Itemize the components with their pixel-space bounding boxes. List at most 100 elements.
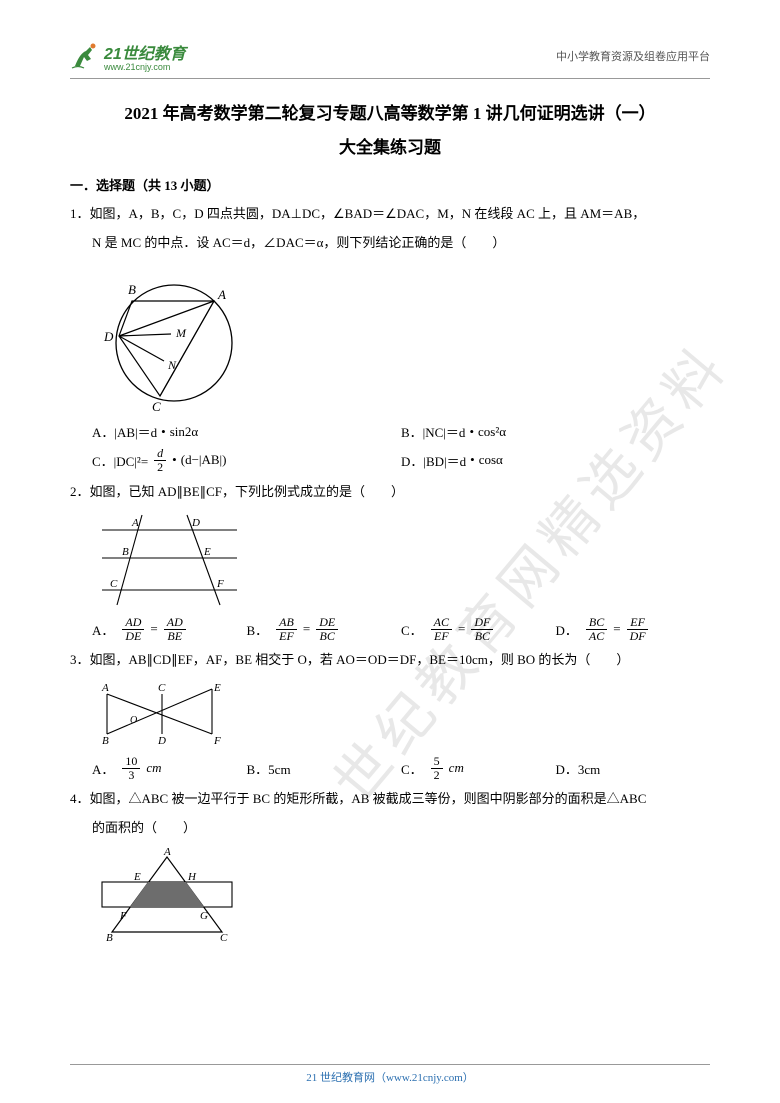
q3-a-suf: cm <box>146 760 161 776</box>
q2-d-n2: EF <box>627 616 648 630</box>
q1-stem-line2: N 是 MC 的中点．设 AC＝d，∠DAC＝α，则下列结论正确的是（ ） <box>70 231 710 256</box>
q3-opt-d[interactable]: D．3cm <box>556 759 711 778</box>
q2-opt-a[interactable]: A． ADDE= ADBE <box>92 616 247 642</box>
q4-figure: A E H F G B C <box>92 847 710 942</box>
svg-text:H: H <box>187 871 197 883</box>
svg-text:M: M <box>175 326 187 340</box>
q2-b-d2: BC <box>317 630 338 643</box>
q2-stem: 2．如图，已知 AD∥BE∥CF，下列比例式成立的是（ ） <box>70 480 710 505</box>
svg-text:C: C <box>110 578 118 590</box>
q3-opt-b[interactable]: B．5cm <box>247 759 402 778</box>
title-line-2: 大全集练习题 <box>70 131 710 165</box>
svg-text:A: A <box>217 287 226 302</box>
q3-c-num: 5 <box>431 755 443 769</box>
q2-opt-d[interactable]: D． BCAC= EFDF <box>556 616 711 642</box>
q1-figure: B A D M N C <box>92 261 710 416</box>
page-footer: 21 世纪教育网（www.21cnjy.com） <box>0 1064 780 1085</box>
q2-a-n2: AD <box>164 616 186 630</box>
svg-text:O: O <box>130 715 137 726</box>
q1-b-suf: cos²α <box>478 424 506 440</box>
q1-d-suf: cosα <box>479 452 503 468</box>
svg-text:A: A <box>131 517 139 529</box>
q1-opt-a[interactable]: A．|AB|＝d•sin2α <box>92 422 401 441</box>
q1-opt-d[interactable]: D．|BD|＝d•cosα <box>401 451 710 470</box>
svg-text:D: D <box>157 735 166 747</box>
q2-a-d2: BE <box>164 630 185 643</box>
runner-icon <box>70 41 100 71</box>
svg-text:B: B <box>122 546 129 558</box>
svg-text:B: B <box>128 282 136 297</box>
q2-c-n1: AC <box>431 616 452 630</box>
q3-c-den: 2 <box>431 769 443 782</box>
q3-opts: A． 103 cm B．5cm C． 52 cm D．3cm <box>92 755 710 781</box>
q4-stem-line1: 4．如图，△ABC 被一边平行于 BC 的矩形所截，AB 被截成三等份，则图中阴… <box>70 787 710 812</box>
q1-c-mid: (d−|AB|) <box>181 452 227 468</box>
svg-text:C: C <box>220 932 228 942</box>
q2-opts: A． ADDE= ADBE B． ABEF= DEBC C． ACEF= DFB… <box>92 616 710 642</box>
q1-opt-c[interactable]: C．|DC|²= d2 •(d−|AB|) <box>92 447 401 473</box>
q2-a-n1: AD <box>122 616 144 630</box>
header-subtitle: 中小学教育资源及组卷应用平台 <box>556 48 710 64</box>
q1-d-pre: D．|BD|＝d <box>401 451 466 470</box>
svg-text:B: B <box>106 932 113 942</box>
q2-c-n2: DF <box>471 616 493 630</box>
q2-b-n1: AB <box>276 616 297 630</box>
svg-text:B: B <box>102 735 109 747</box>
q3-stem: 3．如图，AB∥CD∥EF，AF，BE 相交于 O，若 AO＝OD＝DF，BE＝… <box>70 648 710 673</box>
q1-c-num: d <box>154 447 166 461</box>
title-line-1: 2021 年高考数学第二轮复习专题八高等数学第 1 讲几何证明选讲（一） <box>70 97 710 131</box>
q2-d-d1: AC <box>586 630 607 643</box>
svg-text:A: A <box>101 682 109 694</box>
svg-text:G: G <box>200 910 208 922</box>
q1-opt-b[interactable]: B．|NC|＝d•cos²α <box>401 422 710 441</box>
q3-a-den: 3 <box>125 769 137 782</box>
q2-d-d2: DF <box>627 630 649 643</box>
q3-c-suf: cm <box>449 760 464 776</box>
page-header: 21世纪教育 www.21cnjy.com 中小学教育资源及组卷应用平台 <box>70 40 710 79</box>
q2-b-n2: DE <box>316 616 338 630</box>
q3-a-num: 10 <box>122 755 140 769</box>
q3-c-lbl: C． <box>401 759 423 778</box>
page: 21世纪教育 www.21cnjy.com 中小学教育资源及组卷应用平台 202… <box>0 0 780 942</box>
svg-text:D: D <box>191 517 200 529</box>
footer-rule <box>70 1064 710 1065</box>
svg-text:E: E <box>213 682 221 694</box>
svg-text:E: E <box>133 871 141 883</box>
svg-text:A: A <box>163 847 171 858</box>
q2-opt-c[interactable]: C． ACEF= DFBC <box>401 616 556 642</box>
q2-a-lbl: A． <box>92 620 114 639</box>
svg-text:F: F <box>213 735 221 747</box>
svg-text:N: N <box>167 358 177 372</box>
q2-c-lbl: C． <box>401 620 423 639</box>
svg-text:C: C <box>152 399 161 414</box>
svg-text:F: F <box>216 578 224 590</box>
q1-opts-row2: C．|DC|²= d2 •(d−|AB|) D．|BD|＝d•cosα <box>92 447 710 473</box>
q1-b-pre: B．|NC|＝d <box>401 422 465 441</box>
q2-opt-b[interactable]: B． ABEF= DEBC <box>247 616 402 642</box>
q2-figure: A D B E C F <box>92 510 710 610</box>
q1-stem-line1: 1．如图，A，B，C，D 四点共圆，DA⊥DC，∠BAD＝∠DAC，M，N 在线… <box>70 206 645 221</box>
footer-text: 21 世纪教育网（www.21cnjy.com） <box>306 1072 474 1084</box>
q1-opts-row1: A．|AB|＝d•sin2α B．|NC|＝d•cos²α <box>92 422 710 441</box>
q3-opt-a[interactable]: A． 103 cm <box>92 755 247 781</box>
q3-a-lbl: A． <box>92 759 114 778</box>
q2-b-lbl: B． <box>247 620 269 639</box>
q1-c-pre: C．|DC|²= <box>92 451 148 470</box>
svg-text:F: F <box>119 910 127 922</box>
svg-text:D: D <box>103 329 114 344</box>
q2-d-lbl: D． <box>556 620 578 639</box>
logo-text-en: www.21cnjy.com <box>104 62 186 72</box>
logo: 21世纪教育 www.21cnjy.com <box>70 40 186 72</box>
q4-stem-line2: 的面积的（ ） <box>70 816 710 841</box>
section-heading: 一．选择题（共 13 小题） <box>70 175 710 194</box>
q3-opt-c[interactable]: C． 52 cm <box>401 755 556 781</box>
q1-a-suf: sin2α <box>170 424 198 440</box>
q2-c-d1: EF <box>431 630 452 643</box>
q1-a-pre: A．|AB|＝d <box>92 422 157 441</box>
page-title: 2021 年高考数学第二轮复习专题八高等数学第 1 讲几何证明选讲（一） 大全集… <box>70 97 710 165</box>
q2-a-d1: DE <box>122 630 144 643</box>
svg-text:C: C <box>158 682 166 694</box>
q1-c-den: 2 <box>154 461 166 474</box>
logo-text-cn: 21世纪教育 <box>104 46 186 63</box>
svg-text:E: E <box>203 546 211 558</box>
